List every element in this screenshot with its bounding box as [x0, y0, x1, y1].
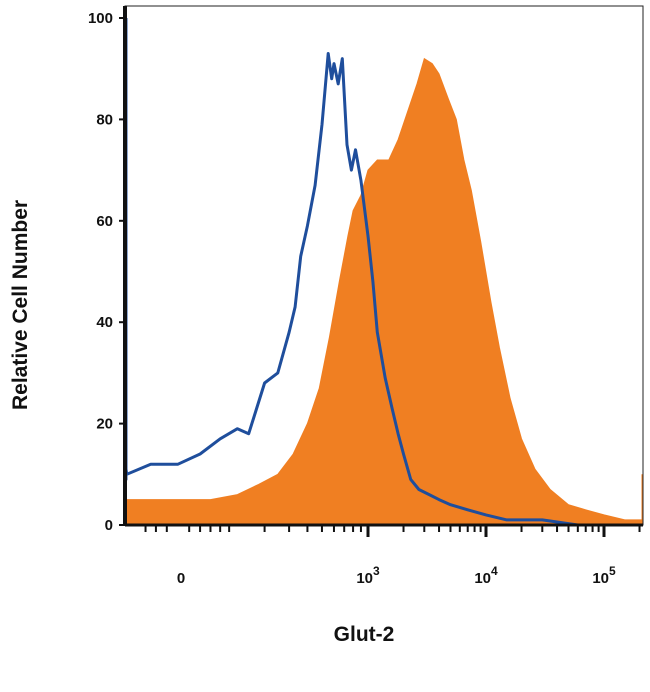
y-tick-label: 40 — [96, 314, 113, 331]
y-axis-title: Relative Cell Number — [9, 200, 32, 410]
y-tick-label: 60 — [96, 213, 113, 230]
plot-area — [124, 18, 643, 527]
y-tick-label: 80 — [96, 111, 113, 128]
series-filled-histogram — [125, 57, 643, 526]
y-tick-label: 100 — [88, 10, 113, 27]
series-line-histogram — [124, 18, 642, 527]
x-tick-label: 103 — [356, 564, 380, 587]
axes: 0 20 40 60 80 100 0 103 104 105 — [88, 5, 644, 587]
y-tick-label: 20 — [96, 416, 113, 433]
y-tick-label: 0 — [105, 517, 113, 534]
x-tick-label: 0 — [177, 570, 185, 587]
x-tick-label: 104 — [474, 564, 498, 587]
x-tick-label: 105 — [592, 564, 616, 587]
x-axis-title: Glut-2 — [334, 623, 395, 646]
